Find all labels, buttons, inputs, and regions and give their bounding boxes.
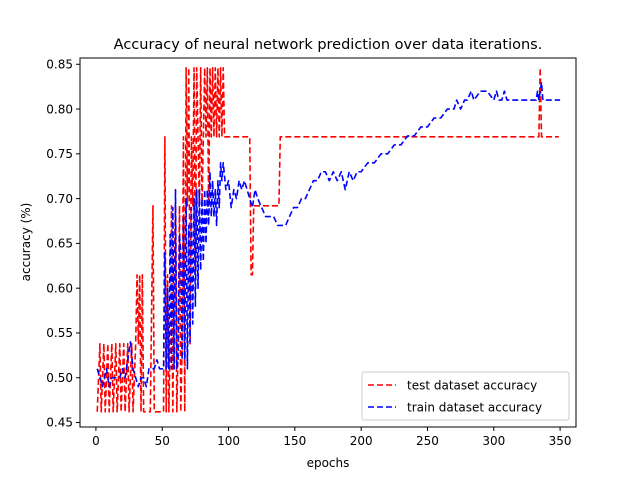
x-tick-label: 300 [482,434,505,448]
legend: test dataset accuracy train dataset accu… [361,371,570,421]
y-axis: 0.45 0.50 0.55 0.60 0.65 0.70 0.75 0.80 0.85 [46,57,80,430]
y-axis-label: accuracy (%) [19,203,33,282]
y-tick-label: 0.60 [46,281,73,295]
y-tick-label: 0.55 [46,326,73,340]
series-line-test [96,67,559,413]
x-tick-label: 150 [283,434,306,448]
y-tick-label: 0.75 [46,147,73,161]
y-tick-label: 0.65 [46,237,73,251]
x-tick-label: 100 [217,434,240,448]
x-tick-label: 0 [92,434,100,448]
x-tick-label: 200 [350,434,373,448]
y-tick-label: 0.45 [46,416,73,430]
x-tick-label: 50 [155,434,170,448]
y-tick-label: 0.50 [46,371,73,385]
chart-title: Accuracy of neural network prediction ov… [114,37,543,53]
y-tick-label: 0.80 [46,102,73,116]
legend-label-train: train dataset accuracy [407,401,542,415]
axes-frame [79,57,577,428]
x-tick-label: 250 [416,434,439,448]
plot-area [79,57,577,428]
series-layer [96,67,561,413]
x-tick-label: 350 [549,434,572,448]
legend-box [361,371,570,421]
y-tick-label: 0.70 [46,192,73,206]
legend-label-test: test dataset accuracy [407,379,537,393]
x-axis-label: epochs [307,456,350,470]
legend-item-test: test dataset accuracy [368,379,537,393]
x-axis: 0 50 100 150 200 250 300 350 [92,427,572,448]
legend-item-train: train dataset accuracy [368,401,542,415]
series-line-train [96,81,561,388]
y-tick-label: 0.85 [46,57,73,71]
